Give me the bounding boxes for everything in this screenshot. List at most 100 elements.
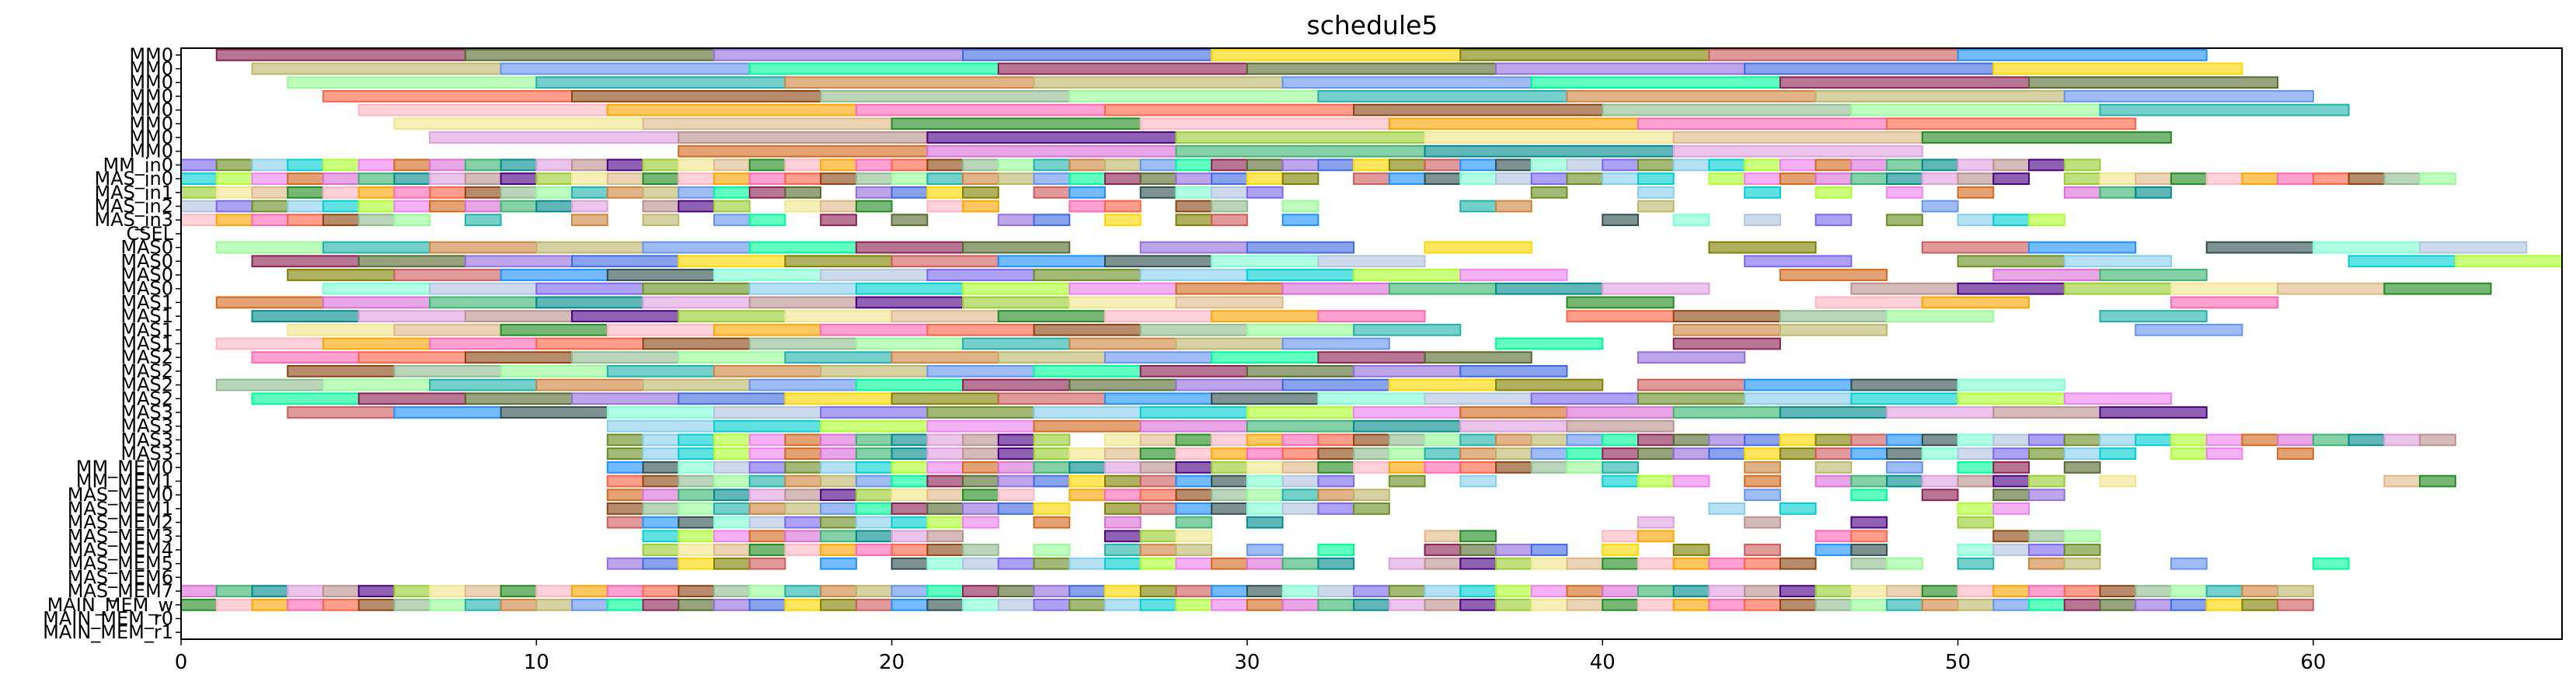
task-bar [678, 557, 715, 570]
task-bar [1886, 557, 1923, 570]
task-bar [748, 296, 857, 309]
task-bar [500, 62, 751, 75]
task-bar [642, 585, 680, 598]
task-bar [820, 214, 857, 227]
task-bar [1886, 214, 1923, 227]
task-bar [678, 158, 715, 172]
task-bar [962, 598, 999, 611]
task-bar [500, 585, 538, 598]
task-bar [1744, 585, 1781, 598]
task-bar [606, 158, 644, 172]
task-bar [1246, 516, 1284, 529]
x-tick-label: 50 [1945, 651, 1971, 674]
task-bar [2170, 447, 2208, 461]
task-bar [2028, 544, 2065, 556]
task-bar [642, 241, 751, 254]
task-bar [1033, 544, 1071, 556]
task-bar [926, 585, 964, 598]
task-bar [784, 255, 893, 268]
task-bar [215, 241, 324, 254]
task-bar [1637, 117, 1888, 130]
task-bar [606, 447, 644, 461]
x-tick-label: 20 [879, 651, 905, 674]
task-bar [1602, 585, 1640, 598]
task-bar [2099, 585, 2137, 598]
task-bar [1104, 544, 1142, 556]
task-bar [926, 516, 964, 529]
task-bar [2383, 475, 2421, 488]
task-bar [606, 489, 644, 502]
task-bar [2454, 255, 2564, 268]
task-bar [713, 475, 751, 488]
task-bar [1388, 172, 1426, 185]
task-bar [1779, 447, 1817, 461]
task-bar [2063, 585, 2101, 598]
task-bar [1992, 503, 2030, 515]
task-bar [180, 172, 218, 185]
task-bar [1211, 433, 1248, 447]
task-bar [2063, 598, 2101, 611]
task-bar [1459, 447, 1497, 461]
task-bar [251, 214, 289, 227]
task-bar [180, 158, 218, 172]
task-bar [1211, 186, 1248, 199]
task-bar [1033, 585, 1071, 598]
task-bar [2063, 461, 2101, 474]
task-bar [2099, 406, 2208, 419]
task-bar [926, 200, 964, 213]
task-bar [1850, 282, 1959, 295]
row-label: MAS_in1 [94, 182, 173, 203]
task-bar [926, 186, 964, 199]
x-tick-label: 0 [175, 651, 188, 674]
task-bar [1246, 585, 1284, 598]
task-bar [1886, 461, 1923, 474]
task-bar [1957, 48, 2208, 61]
task-bar [1068, 90, 1319, 103]
task-bar [784, 503, 822, 515]
task-bar [322, 158, 360, 172]
row-label: MAIN_MEM_r1 [43, 621, 173, 643]
task-bar [535, 76, 786, 89]
task-bar [748, 214, 786, 227]
task-bar [1246, 241, 1355, 254]
task-bar [1246, 544, 1284, 556]
task-bar [429, 282, 538, 295]
task-bar [1566, 406, 1675, 419]
task-bar [1886, 433, 1923, 447]
task-bar [642, 337, 751, 350]
task-bar [215, 214, 253, 227]
task-bar [1104, 392, 1213, 405]
task-bar [820, 557, 857, 570]
task-bar [1033, 516, 1071, 529]
task-bar [1992, 214, 2030, 227]
task-bar [1459, 48, 1710, 61]
task-bar [571, 392, 680, 405]
task-bar [855, 530, 893, 543]
task-bar [1530, 158, 1568, 172]
task-bar [287, 214, 324, 227]
task-bar [1317, 585, 1355, 598]
task-bar [571, 214, 608, 227]
task-bar [713, 172, 751, 185]
task-bar [962, 461, 999, 474]
task-bar [926, 172, 964, 185]
task-bar [1281, 337, 1390, 350]
task-bar [1033, 365, 1142, 377]
task-bar [1424, 144, 1675, 158]
task-bar [1104, 214, 1142, 227]
task-bar [2205, 241, 2314, 254]
task-bar [571, 158, 608, 172]
task-bar [1281, 76, 1532, 89]
task-bar [606, 103, 857, 116]
task-bar [1139, 544, 1177, 556]
task-bar [393, 585, 431, 598]
task-bar [1139, 530, 1177, 543]
task-bar [1104, 461, 1142, 474]
task-bar [820, 323, 929, 336]
task-bar [1602, 103, 1853, 116]
task-bar [1779, 269, 1888, 281]
task-bar [2028, 475, 2065, 488]
task-bar [1211, 447, 1248, 461]
task-bar [251, 158, 289, 172]
task-bar [1672, 158, 1710, 172]
